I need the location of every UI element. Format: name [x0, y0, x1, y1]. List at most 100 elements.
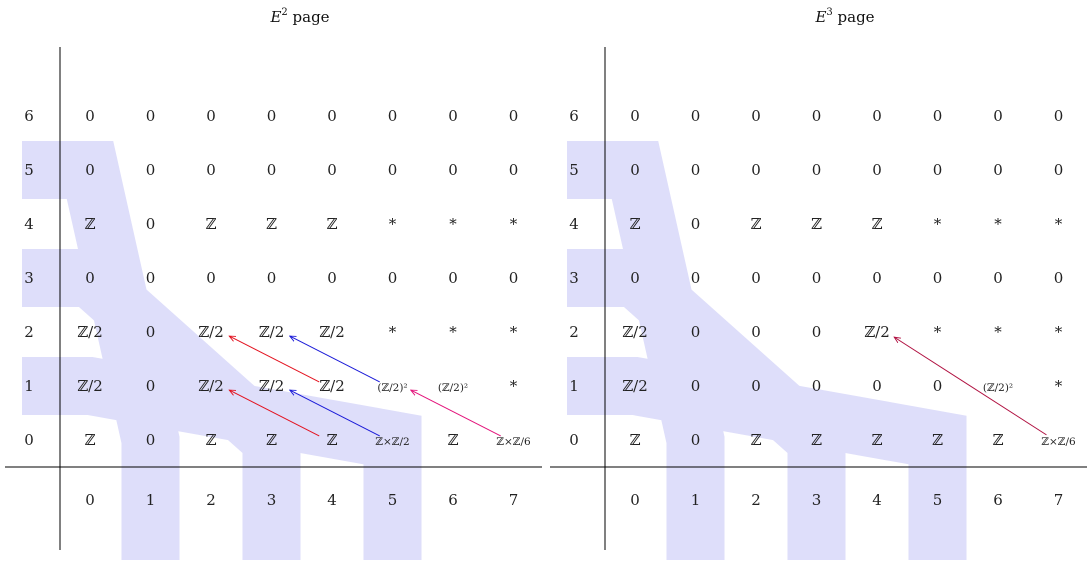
differential-arrow	[411, 390, 501, 437]
sequence-entry: *	[1055, 215, 1063, 233]
sequence-entry: ℤ	[206, 431, 217, 449]
column-label: 5	[933, 491, 943, 509]
column-label: 0	[85, 491, 95, 509]
sequence-entry: 0	[751, 269, 761, 287]
row-label: 2	[24, 323, 34, 341]
sequence-entry: 0	[146, 431, 156, 449]
page-title: E2 page	[269, 7, 329, 26]
sequence-entry: ℤ	[85, 215, 96, 233]
sequence-entry: *	[510, 323, 518, 341]
sequence-entry: *	[994, 215, 1002, 233]
sequence-entry: 0	[206, 107, 216, 125]
sequence-entry: ℤ	[327, 215, 338, 233]
sequence-entry: *	[1055, 377, 1063, 395]
row-label: 5	[24, 161, 34, 179]
sequence-entry: ℤ/2	[77, 323, 103, 341]
column-label: 1	[146, 491, 156, 509]
sequence-entry: *	[510, 215, 518, 233]
sequence-entry: 0	[812, 377, 822, 395]
sequence-entry: 0	[388, 269, 398, 287]
column-label: 3	[267, 491, 277, 509]
diagonal-bands	[22, 141, 422, 560]
sequence-entry: ℤ/2	[864, 323, 890, 341]
sequence-entry: ℤ/2	[259, 323, 285, 341]
sequence-entry: 0	[993, 161, 1003, 179]
diagonal-band	[567, 357, 967, 560]
sequence-entry: 0	[751, 323, 761, 341]
sequence-entry: 0	[933, 161, 943, 179]
sequence-entry: 0	[448, 161, 458, 179]
sequence-entry: ℤ/2	[622, 377, 648, 395]
sequence-entry: 0	[812, 323, 822, 341]
differential-arrow	[229, 390, 320, 437]
sequence-entry: 0	[206, 161, 216, 179]
sequence-entry: 0	[993, 269, 1003, 287]
sequence-entry: *	[1055, 323, 1063, 341]
sequence-entry: 0	[509, 107, 519, 125]
differential-arrow	[229, 336, 320, 383]
sequence-entry: 0	[691, 107, 701, 125]
row-label: 0	[569, 431, 579, 449]
sequence-entry: 0	[146, 377, 156, 395]
sequence-entry: 0	[630, 269, 640, 287]
row-label: 1	[24, 377, 34, 395]
sequence-entry: 0	[327, 161, 337, 179]
sequence-entry: 0	[146, 215, 156, 233]
sequence-entry: 0	[872, 269, 882, 287]
sequence-entry: 0	[388, 161, 398, 179]
sequence-entry: ℤ×ℤ/2	[375, 436, 409, 448]
sequence-entry: ℤ/2	[319, 377, 345, 395]
diagonal-bands	[567, 141, 967, 560]
sequence-entry: 0	[872, 377, 882, 395]
sequence-entry: 0	[691, 377, 701, 395]
sequence-entry: ℤ/2	[198, 377, 224, 395]
row-label: 6	[569, 107, 579, 125]
sequence-entry: 0	[448, 269, 458, 287]
sequence-entry: 0	[691, 431, 701, 449]
sequence-entry: 0	[751, 107, 761, 125]
sequence-entry: 0	[933, 377, 943, 395]
sequence-entry: ℤ	[811, 215, 822, 233]
column-label: 6	[993, 491, 1003, 509]
sequence-entry: *	[389, 215, 397, 233]
row-label: 4	[24, 215, 34, 233]
sequence-entry: *	[389, 323, 397, 341]
column-label: 4	[872, 491, 882, 509]
page-title-rest: page	[833, 8, 875, 26]
sequence-entry: (ℤ/2)²	[983, 382, 1013, 394]
column-label: 7	[509, 491, 519, 509]
sequence-entry: ℤ	[630, 431, 641, 449]
page-title-main: E	[269, 8, 281, 26]
sequence-entry: ℤ	[872, 215, 883, 233]
column-label: 3	[812, 491, 822, 509]
sequence-entry: ℤ	[327, 431, 338, 449]
sequence-entry: ℤ	[751, 215, 762, 233]
sequence-entry: 0	[509, 161, 519, 179]
diagonal-band	[22, 249, 301, 560]
sequence-entry: 0	[691, 215, 701, 233]
sequence-entry: 0	[1054, 107, 1064, 125]
sequence-entry: 0	[630, 107, 640, 125]
sequence-entry: *	[449, 323, 457, 341]
sequence-entry: ℤ	[85, 431, 96, 449]
sequence-entry: *	[510, 377, 518, 395]
sequence-entry: ℤ×ℤ/6	[496, 436, 531, 448]
column-label: 7	[1054, 491, 1064, 509]
sequence-entry: ℤ	[266, 215, 277, 233]
row-label: 2	[569, 323, 579, 341]
column-label: 0	[630, 491, 640, 509]
page-title-sup: 3	[826, 7, 832, 18]
sequence-entry: ℤ	[448, 431, 459, 449]
sequence-entry: 0	[1054, 269, 1064, 287]
sequence-entry: ℤ/2	[622, 323, 648, 341]
column-label: 4	[327, 491, 337, 509]
sequence-entry: ℤ/2	[198, 323, 224, 341]
differential-arrow	[894, 337, 1047, 436]
sequence-entry: *	[934, 215, 942, 233]
sequence-entry: 0	[812, 107, 822, 125]
sequence-entry: ℤ	[266, 431, 277, 449]
sequence-entry: 0	[509, 269, 519, 287]
diagonal-band	[22, 357, 422, 560]
